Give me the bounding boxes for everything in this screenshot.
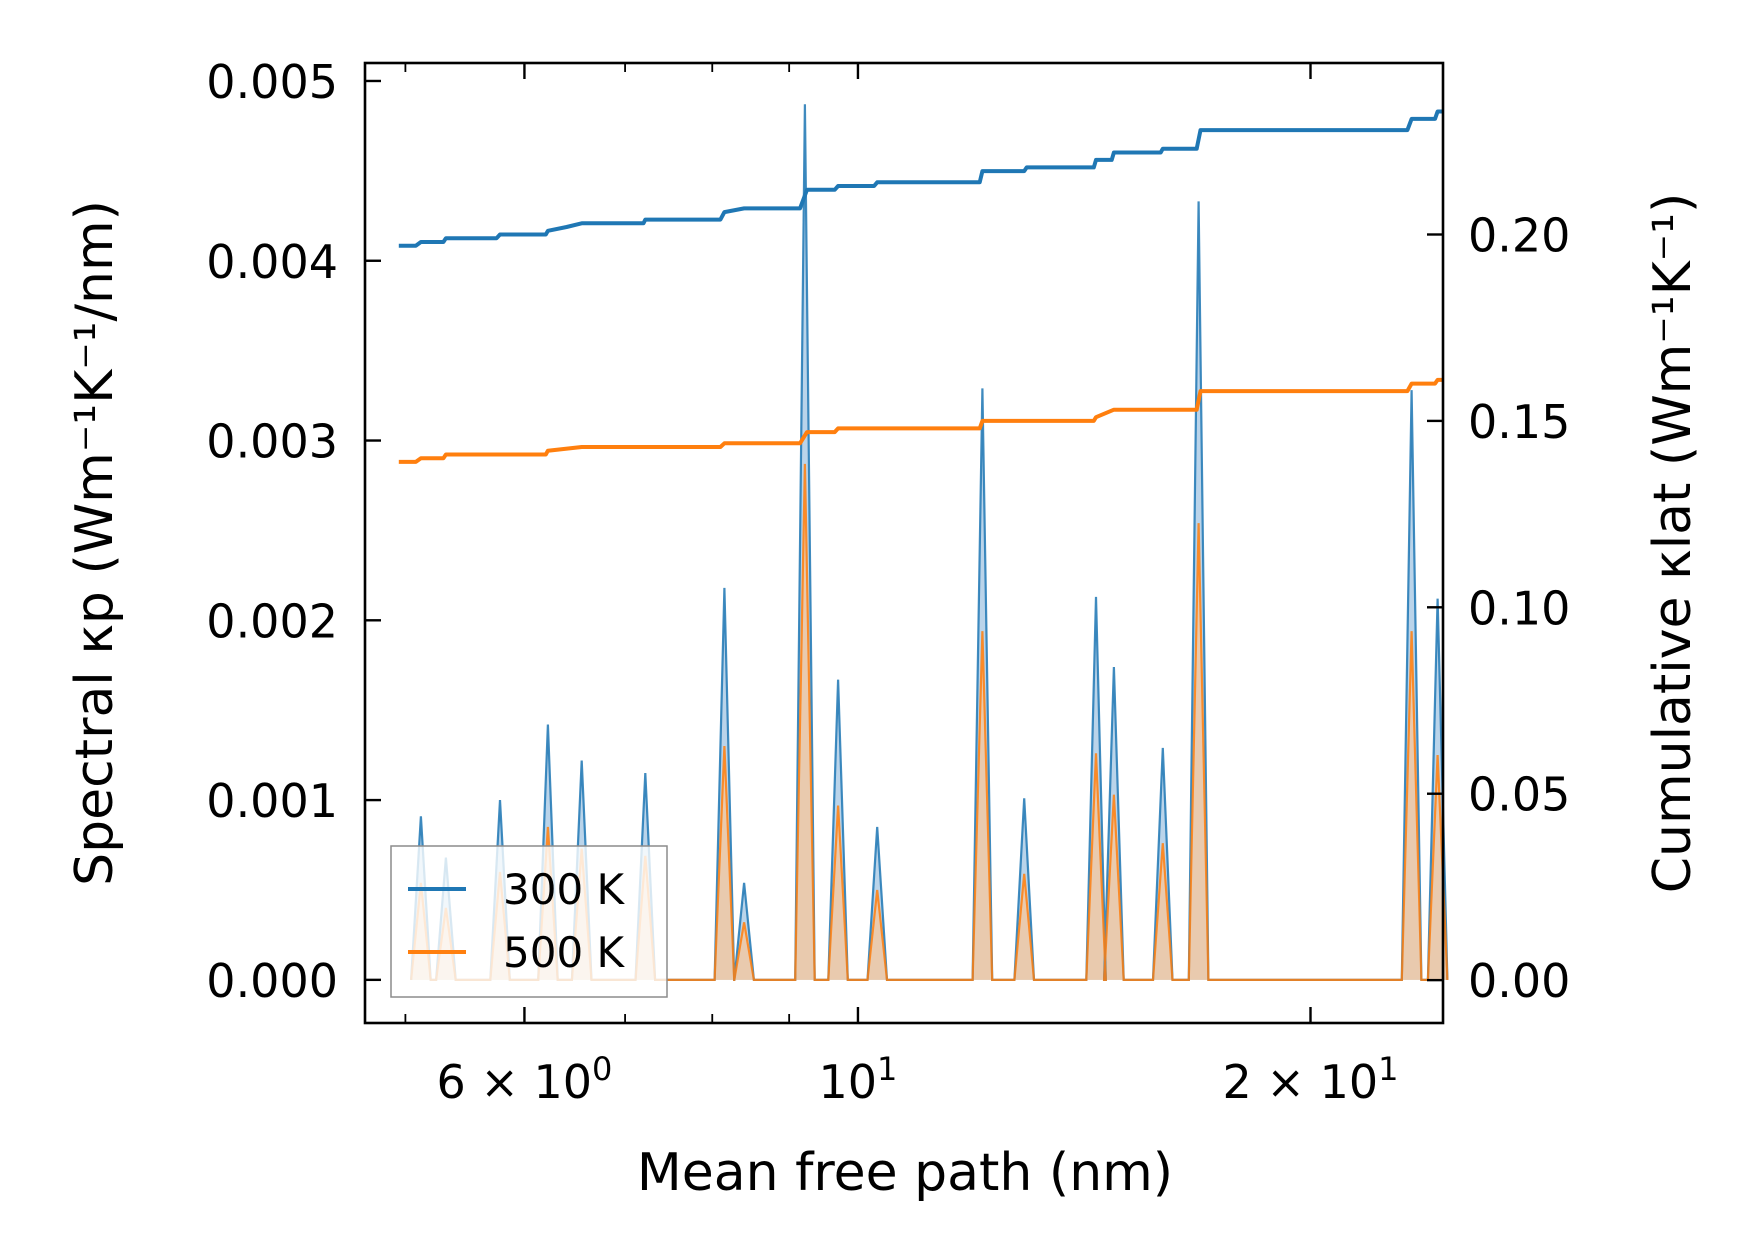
legend-label-500k: 500 K <box>503 928 626 977</box>
y-left-tick-label: 0.002 <box>206 594 338 648</box>
legend-box <box>390 845 668 998</box>
y-left-tick-label: 0.005 <box>206 55 338 109</box>
y-left-tick-label: 0.004 <box>206 235 338 289</box>
axis-ticks <box>365 63 1443 1023</box>
y-right-tick-label: 0.05 <box>1468 768 1570 822</box>
x-tick-label: 6 × 100 <box>436 1050 612 1109</box>
y-axis-left-label: Spectral κp (Wm⁻¹K⁻¹/nm) <box>65 200 125 886</box>
cumulative-line-layer <box>398 109 1443 464</box>
y-right-tick-label: 0.00 <box>1468 954 1570 1008</box>
cumulative-line-300k <box>398 109 1443 248</box>
y-right-tick-label: 0.15 <box>1468 395 1570 449</box>
x-axis-label: Mean free path (nm) <box>637 1143 1173 1203</box>
y-right-tick-label: 0.20 <box>1468 208 1570 262</box>
y-axis-right-label: Cumulative κlat (Wm⁻¹K⁻¹) <box>1643 193 1703 894</box>
y-left-tick-label: 0.003 <box>206 415 338 469</box>
cumulative-line-500k <box>398 377 1443 464</box>
y-right-tick-label: 0.10 <box>1468 581 1570 635</box>
x-tick-label: 101 <box>818 1050 897 1109</box>
plot-frame <box>363 61 1445 1025</box>
tick-labels: 0.000 0.001 0.002 0.003 0.004 0.005 0.00 0.05 0.… <box>206 55 1570 1109</box>
x-tick-label: 2 × 101 <box>1223 1050 1399 1109</box>
legend-label-300k: 300 K <box>503 865 626 914</box>
y-left-tick-label: 0.001 <box>206 774 338 828</box>
legend: 300 K 500 K <box>390 845 668 998</box>
y-left-tick-label: 0.000 <box>206 954 338 1008</box>
